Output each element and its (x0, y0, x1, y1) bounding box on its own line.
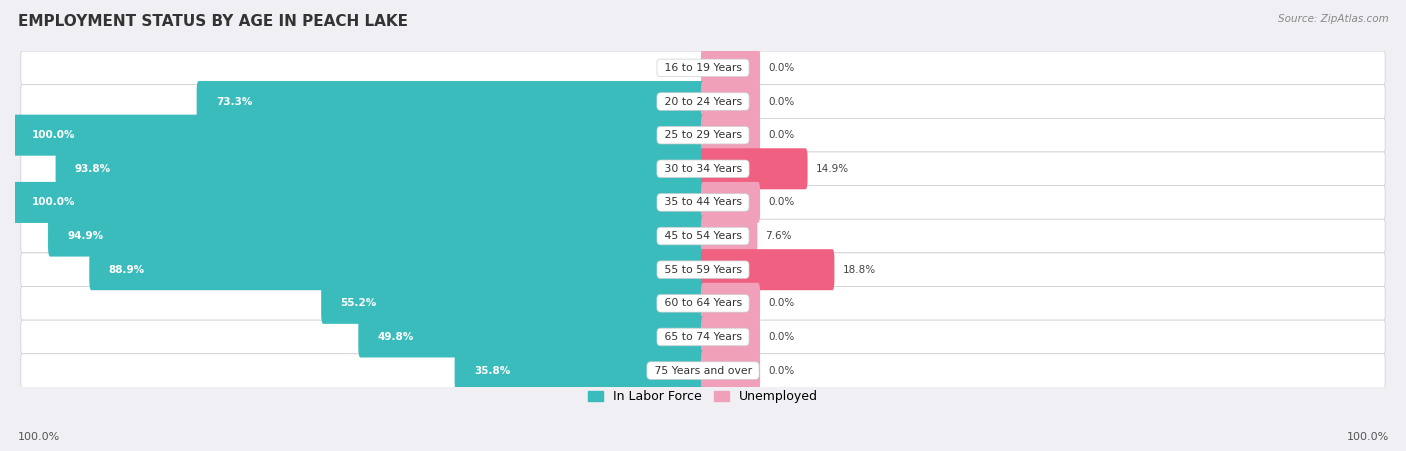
FancyBboxPatch shape (21, 354, 1385, 387)
Text: 35 to 44 Years: 35 to 44 Years (661, 198, 745, 207)
FancyBboxPatch shape (48, 216, 704, 257)
FancyBboxPatch shape (702, 283, 761, 324)
Text: 35.8%: 35.8% (474, 366, 510, 376)
FancyBboxPatch shape (21, 253, 1385, 286)
FancyBboxPatch shape (21, 219, 1385, 253)
Text: 55 to 59 Years: 55 to 59 Years (661, 265, 745, 275)
Text: 18.8%: 18.8% (842, 265, 876, 275)
FancyBboxPatch shape (21, 320, 1385, 354)
Text: 0.0%: 0.0% (768, 130, 794, 140)
FancyBboxPatch shape (90, 249, 704, 290)
FancyBboxPatch shape (13, 115, 704, 156)
Text: 73.3%: 73.3% (217, 97, 252, 106)
FancyBboxPatch shape (702, 148, 807, 189)
FancyBboxPatch shape (21, 85, 1385, 118)
Text: 7.6%: 7.6% (766, 231, 792, 241)
Text: 94.9%: 94.9% (67, 231, 104, 241)
Text: 100.0%: 100.0% (32, 130, 76, 140)
Text: 0.0%: 0.0% (768, 366, 794, 376)
Text: 75 Years and over: 75 Years and over (651, 366, 755, 376)
Text: 65 to 74 Years: 65 to 74 Years (661, 332, 745, 342)
FancyBboxPatch shape (321, 283, 704, 324)
Text: 100.0%: 100.0% (32, 198, 76, 207)
Text: 20 to 24 Years: 20 to 24 Years (661, 97, 745, 106)
Text: 0.0%: 0.0% (768, 298, 794, 308)
Text: 0.0%: 0.0% (768, 198, 794, 207)
FancyBboxPatch shape (21, 51, 1385, 85)
Text: 60 to 64 Years: 60 to 64 Years (661, 298, 745, 308)
Text: 49.8%: 49.8% (378, 332, 413, 342)
Text: 0.0%: 0.0% (768, 332, 794, 342)
Legend: In Labor Force, Unemployed: In Labor Force, Unemployed (583, 385, 823, 408)
Text: 0.0%: 0.0% (768, 63, 794, 73)
Text: 16 to 19 Years: 16 to 19 Years (661, 63, 745, 73)
Text: 30 to 34 Years: 30 to 34 Years (661, 164, 745, 174)
FancyBboxPatch shape (197, 81, 704, 122)
FancyBboxPatch shape (702, 216, 758, 257)
Text: 14.9%: 14.9% (815, 164, 849, 174)
Text: 45 to 54 Years: 45 to 54 Years (661, 231, 745, 241)
FancyBboxPatch shape (21, 186, 1385, 219)
FancyBboxPatch shape (702, 47, 761, 88)
FancyBboxPatch shape (702, 249, 834, 290)
Text: Source: ZipAtlas.com: Source: ZipAtlas.com (1278, 14, 1389, 23)
FancyBboxPatch shape (13, 182, 704, 223)
Text: 55.2%: 55.2% (340, 298, 377, 308)
FancyBboxPatch shape (702, 317, 761, 358)
FancyBboxPatch shape (702, 81, 761, 122)
FancyBboxPatch shape (56, 148, 704, 189)
FancyBboxPatch shape (21, 118, 1385, 152)
FancyBboxPatch shape (702, 350, 761, 391)
FancyBboxPatch shape (702, 182, 761, 223)
Text: EMPLOYMENT STATUS BY AGE IN PEACH LAKE: EMPLOYMENT STATUS BY AGE IN PEACH LAKE (18, 14, 408, 28)
FancyBboxPatch shape (359, 317, 704, 358)
Text: 93.8%: 93.8% (75, 164, 111, 174)
Text: 100.0%: 100.0% (1347, 432, 1389, 442)
Text: 0.0%: 0.0% (664, 63, 689, 73)
FancyBboxPatch shape (702, 115, 761, 156)
FancyBboxPatch shape (454, 350, 704, 391)
Text: 0.0%: 0.0% (768, 97, 794, 106)
Text: 25 to 29 Years: 25 to 29 Years (661, 130, 745, 140)
FancyBboxPatch shape (21, 286, 1385, 320)
Text: 100.0%: 100.0% (18, 432, 60, 442)
Text: 88.9%: 88.9% (108, 265, 145, 275)
FancyBboxPatch shape (21, 152, 1385, 186)
